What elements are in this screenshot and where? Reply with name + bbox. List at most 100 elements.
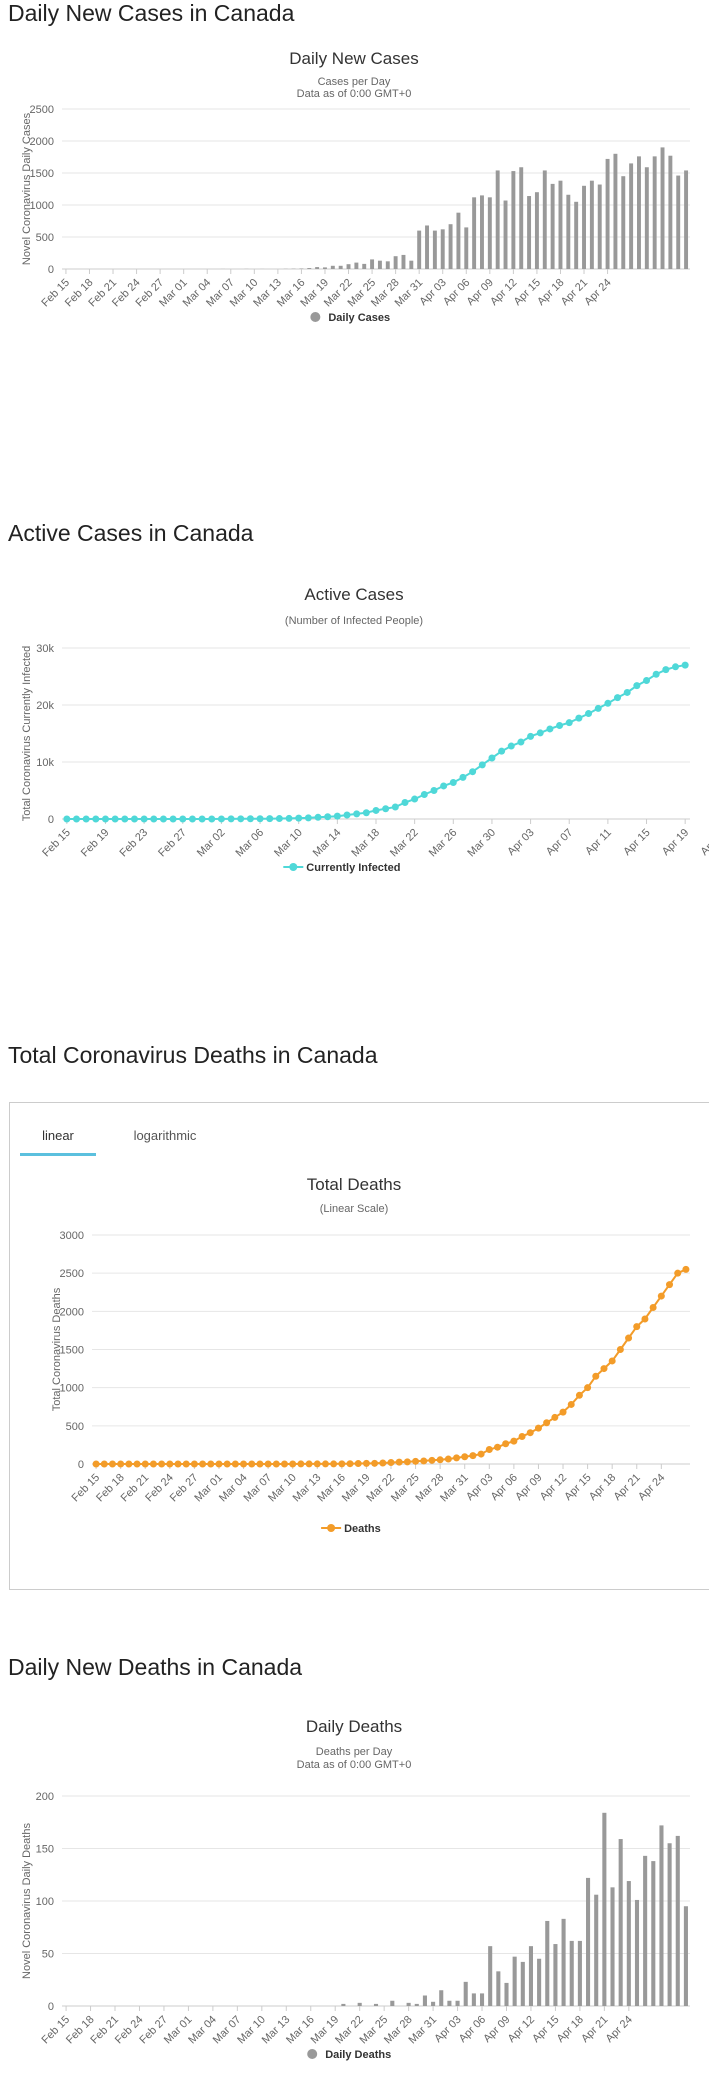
data-point[interactable] <box>199 1460 207 1468</box>
data-point[interactable] <box>338 1460 346 1468</box>
data-point[interactable] <box>362 1459 370 1467</box>
data-point[interactable] <box>372 806 380 814</box>
data-point[interactable] <box>63 815 71 823</box>
bar[interactable] <box>488 1946 493 2006</box>
data-point[interactable] <box>488 754 496 762</box>
bar[interactable] <box>602 1812 607 2006</box>
data-point[interactable] <box>130 815 138 823</box>
bar[interactable] <box>390 2000 395 2006</box>
bar[interactable] <box>456 212 461 269</box>
data-point[interactable] <box>140 815 148 823</box>
bar[interactable] <box>637 156 641 269</box>
data-point[interactable] <box>281 1460 289 1468</box>
bar[interactable] <box>338 265 343 269</box>
data-point[interactable] <box>395 1458 403 1466</box>
bar[interactable] <box>496 1971 501 2006</box>
legend-label[interactable]: Currently Infected <box>306 862 400 874</box>
bar[interactable] <box>432 230 437 269</box>
bar[interactable] <box>357 2002 362 2006</box>
bar[interactable] <box>574 201 579 269</box>
bar[interactable] <box>586 1877 591 2006</box>
data-point[interactable] <box>672 663 680 671</box>
bar[interactable] <box>605 158 610 269</box>
data-point[interactable] <box>469 768 477 776</box>
data-point[interactable] <box>461 1453 469 1461</box>
data-point[interactable] <box>231 1460 239 1468</box>
data-point[interactable] <box>633 682 641 690</box>
data-point[interactable] <box>498 747 506 755</box>
bar[interactable] <box>472 197 477 269</box>
bar[interactable] <box>393 256 398 269</box>
data-point[interactable] <box>141 1460 149 1468</box>
bar[interactable] <box>545 1920 550 2006</box>
data-point[interactable] <box>237 815 245 823</box>
data-point[interactable] <box>420 1457 428 1465</box>
data-point[interactable] <box>379 1459 387 1467</box>
bar[interactable] <box>582 185 586 269</box>
data-point[interactable] <box>272 1460 280 1468</box>
bar[interactable] <box>504 1982 509 2006</box>
data-point[interactable] <box>453 1454 461 1462</box>
bar[interactable] <box>341 2003 346 2006</box>
legend-marker[interactable] <box>307 2049 318 2059</box>
data-point[interactable] <box>477 1450 485 1458</box>
bar[interactable] <box>558 180 563 269</box>
data-point[interactable] <box>510 1437 518 1445</box>
data-point[interactable] <box>240 1460 248 1468</box>
bar[interactable] <box>594 1894 599 2006</box>
legend-label[interactable]: Deaths <box>344 1523 381 1535</box>
bar[interactable] <box>676 175 681 269</box>
legend-marker[interactable] <box>327 1524 336 1532</box>
data-point[interactable] <box>314 813 322 821</box>
bar[interactable] <box>346 264 351 269</box>
data-point[interactable] <box>295 814 303 822</box>
data-point[interactable] <box>215 1460 223 1468</box>
bar[interactable] <box>401 254 406 269</box>
bar[interactable] <box>377 260 382 269</box>
data-point[interactable] <box>641 1315 649 1323</box>
data-point[interactable] <box>536 729 544 737</box>
data-point[interactable] <box>362 809 370 817</box>
data-point[interactable] <box>313 1460 321 1468</box>
bar[interactable] <box>644 167 649 269</box>
data-point[interactable] <box>556 722 564 730</box>
bar[interactable] <box>512 1956 517 2006</box>
bar[interactable] <box>520 1961 525 2006</box>
bar[interactable] <box>464 227 469 269</box>
data-point[interactable] <box>111 815 119 823</box>
data-point[interactable] <box>149 1460 157 1468</box>
data-point[interactable] <box>108 1460 116 1468</box>
data-point[interactable] <box>518 1433 526 1441</box>
bar[interactable] <box>519 167 524 269</box>
data-point[interactable] <box>166 1460 174 1468</box>
data-point[interactable] <box>305 1460 313 1468</box>
bar[interactable] <box>527 196 532 269</box>
data-point[interactable] <box>371 1459 379 1467</box>
data-point[interactable] <box>649 1304 657 1312</box>
data-point[interactable] <box>321 1460 329 1468</box>
legend-marker[interactable] <box>310 312 321 322</box>
data-point[interactable] <box>248 1460 256 1468</box>
bar[interactable] <box>659 1825 664 2006</box>
data-point[interactable] <box>150 815 158 823</box>
data-point[interactable] <box>246 815 254 823</box>
bar[interactable] <box>643 1855 648 2006</box>
data-point[interactable] <box>72 815 80 823</box>
data-point[interactable] <box>190 1460 198 1468</box>
data-point[interactable] <box>182 1460 190 1468</box>
data-point[interactable] <box>343 811 351 819</box>
data-point[interactable] <box>502 1440 510 1448</box>
bar[interactable] <box>503 200 508 269</box>
data-point[interactable] <box>565 719 573 727</box>
data-point[interactable] <box>412 1457 420 1465</box>
data-point[interactable] <box>256 815 264 823</box>
data-point[interactable] <box>403 1458 411 1466</box>
data-point[interactable] <box>469 1452 477 1460</box>
data-point[interactable] <box>346 1460 354 1468</box>
bar[interactable] <box>480 195 484 269</box>
bar[interactable] <box>566 194 571 269</box>
data-point[interactable] <box>657 1292 665 1300</box>
data-point[interactable] <box>449 779 457 787</box>
bar[interactable] <box>534 192 539 269</box>
bar[interactable] <box>471 1993 476 2006</box>
